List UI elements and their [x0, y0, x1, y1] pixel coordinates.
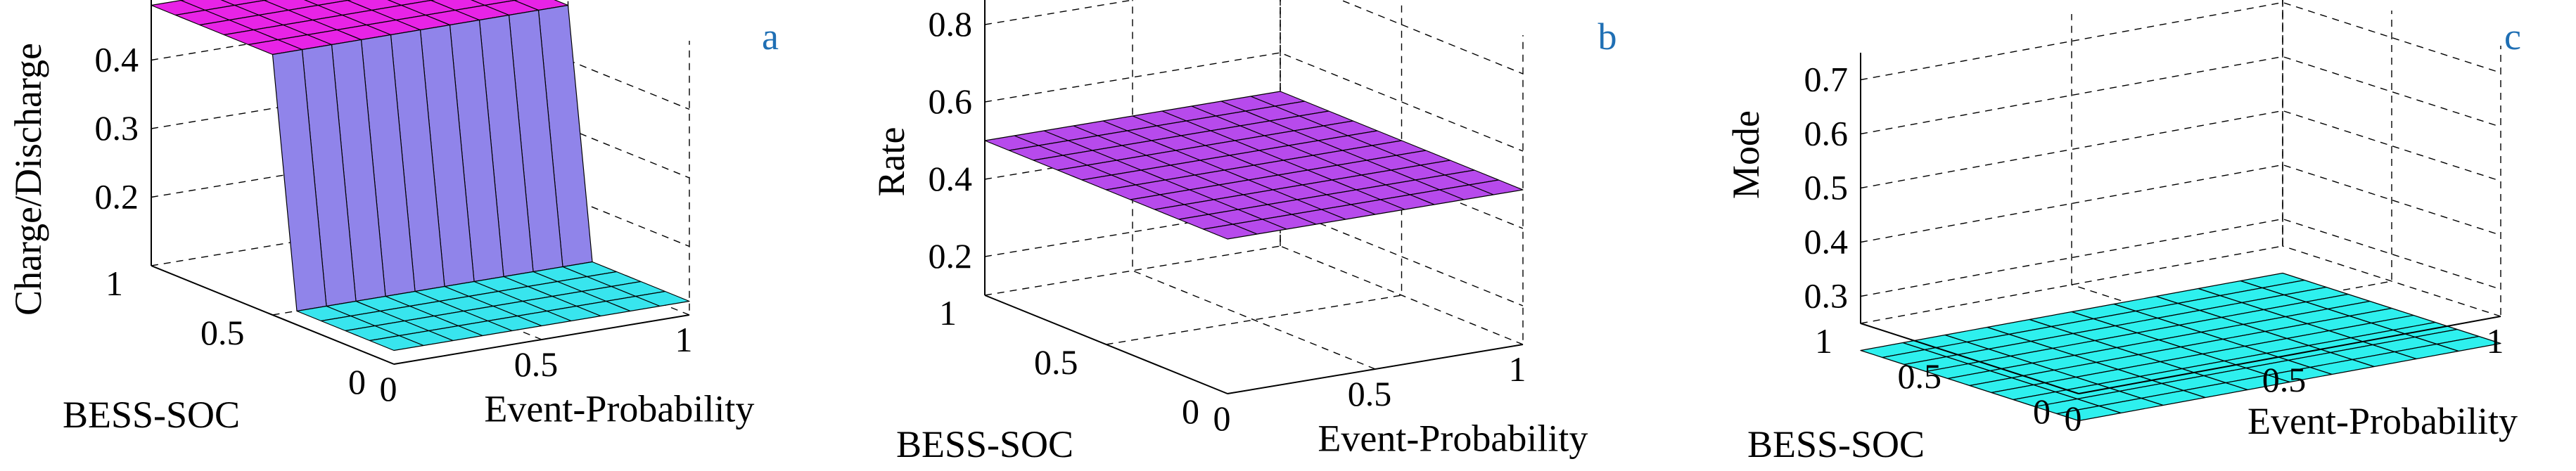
grid-line-z: [1860, 218, 2501, 297]
y-axis-label: BESS-SOC: [896, 423, 1073, 465]
surface-patches: [151, 0, 690, 351]
x-tick-label: 0: [2065, 399, 2082, 438]
grid-line-y: [1860, 0, 2283, 324]
y-axis-line: [984, 295, 1228, 394]
y-axis-label: BESS-SOC: [63, 394, 240, 436]
tick-labels: 0 0.5 1 0 0.5 1 0.3 0.4 0.5 0.6 0.7: [1804, 60, 2504, 439]
z-tick-label: 0.6: [1804, 114, 1849, 153]
y-axis-label: BESS-SOC: [1747, 423, 1925, 465]
grid-lines: [1860, 0, 2501, 394]
y-tick-label: 1: [1815, 321, 1832, 361]
x-tick-label: 1: [675, 320, 693, 359]
z-axis-label: Mode: [1725, 110, 1767, 199]
surface-chart-a: 0 0.5 1 0 0.5 1 0.2 0.3 0.4 Event-Probability BESS…: [7, 0, 779, 436]
x-tick-label: 0.5: [514, 344, 559, 384]
grid-line-z: [151, 147, 690, 247]
z-tick-label: 0.7: [1804, 60, 1849, 99]
panel-label: b: [1598, 15, 1617, 58]
x-axis-line: [1227, 344, 1524, 394]
panel-label: c: [2504, 15, 2521, 58]
z-axis-label: Charge/Discharge: [7, 43, 49, 316]
x-axis-label: Event-Probability: [1318, 418, 1588, 460]
grid-line-z: [984, 207, 1524, 307]
surface-patches: [984, 91, 1524, 240]
z-tick-label: 0.4: [1804, 222, 1849, 262]
surface-chart-c: 0 0.5 1 0 0.5 1 0.3 0.4 0.5 0.6 0.7 Event-Probabili…: [1725, 0, 2521, 465]
z-tick-label: 0.5: [1804, 168, 1849, 207]
z-tick-label: 0.2: [929, 236, 973, 276]
grid-line-z: [151, 10, 690, 110]
grid-line-z: [984, 52, 1524, 152]
tick-labels: 0 0.5 1 0 0.5 1 0.2 0.4 0.6 0.8: [929, 4, 1526, 438]
axes: [984, 0, 1524, 394]
axes: [151, 0, 690, 365]
tick-labels: 0 0.5 1 0 0.5 1 0.2 0.3 0.4: [95, 40, 693, 409]
y-axis-line: [1860, 323, 2079, 394]
z-tick-label: 0.4: [929, 159, 973, 198]
z-tick-label: 0.2: [95, 177, 139, 217]
z-tick-label: 0.3: [95, 108, 139, 148]
y-tick-label: 0.5: [1034, 342, 1078, 382]
z-tick-label: 0.3: [1804, 276, 1849, 316]
z-tick-label: 0.6: [929, 82, 973, 121]
grid-line-z: [1860, 110, 2501, 189]
x-tick-label: 1: [2487, 321, 2504, 361]
x-tick-label: 0.5: [2262, 360, 2307, 399]
z-tick-label: 0.4: [95, 40, 139, 79]
y-tick-label: 0.5: [200, 313, 245, 352]
y-tick-label: 1: [939, 293, 957, 333]
y-tick-label: 0: [1182, 392, 1199, 431]
grid-line-z: [1860, 56, 2501, 135]
x-tick-label: 0: [1213, 399, 1231, 438]
z-tick-label: 0.8: [929, 4, 973, 44]
grid-line-z: [151, 79, 690, 179]
grid-line-z: [984, 0, 1524, 75]
y-axis-line: [151, 265, 395, 365]
x-axis-label: Event-Probability: [484, 388, 754, 430]
x-axis-line: [393, 314, 690, 365]
surface-patch: [2056, 405, 2122, 422]
grid-line-y: [393, 41, 690, 365]
x-tick-label: 0.5: [1348, 374, 1392, 413]
x-axis-line: [2078, 316, 2501, 394]
grid-line-z: [1860, 164, 2501, 243]
y-tick-label: 0.5: [1898, 356, 1942, 396]
grid-line-z: [1860, 1, 2501, 81]
surface-patch: [369, 335, 424, 351]
surface-patch: [1202, 224, 1258, 240]
y-tick-label: 0: [2033, 392, 2051, 431]
x-tick-label: 1: [1509, 349, 1526, 389]
surface-chart-b: 0 0.5 1 0 0.5 1 0.2 0.4 0.6 0.8 Event-Probability B…: [870, 0, 1617, 465]
y-tick-label: 0: [348, 362, 366, 401]
surface-patches: [1860, 272, 2501, 422]
x-axis-label: Event-Probability: [2247, 400, 2518, 442]
y-tick-label: 1: [106, 264, 123, 303]
x-tick-label: 0: [380, 369, 397, 408]
axes: [1860, 53, 2501, 394]
panel-label: a: [762, 15, 779, 58]
z-axis-label: Rate: [870, 127, 912, 197]
